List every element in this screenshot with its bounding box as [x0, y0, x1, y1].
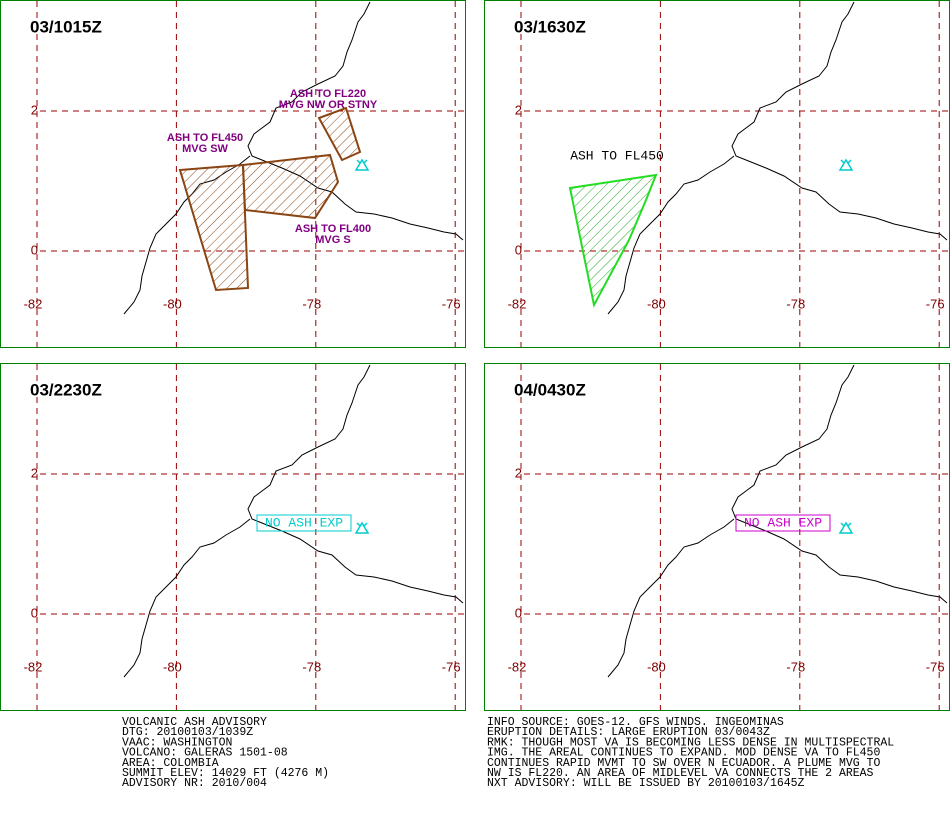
advisory-line: NXT ADVISORY: WILL BE ISSUED BY 20100103…: [487, 777, 805, 790]
lon-label: -78: [302, 659, 321, 674]
ash-label: NO ASH EXP: [744, 515, 822, 530]
lon-label: -76: [926, 659, 945, 674]
map-panel: -82 -80 -78 -76 2 0 03/1630Z ASH TO FL450: [484, 0, 950, 348]
lon-label: -76: [442, 659, 461, 674]
advisory-line: INFO SOURCE: GOES-12. GFS WINDS. INGEOMI…: [487, 716, 784, 729]
panel-border: [0, 0, 466, 348]
ash-area: [317, 106, 362, 162]
lon-label: -80: [163, 659, 182, 674]
map-panel: -82 -80 -78 -76 2 0 04/0430Z NO ASH EXP: [484, 363, 950, 711]
coastline: [123, 364, 464, 678]
lat-label: 2: [31, 465, 38, 480]
panel-border: [484, 363, 950, 711]
lon-label: -80: [163, 296, 182, 311]
map-panel: -82 -80 -78 -76 2 0 03/2230Z NO ASH EXP: [0, 363, 466, 711]
panel-time: 03/1630Z: [514, 17, 586, 36]
ash-label: NO ASH EXP: [265, 515, 343, 530]
lon-label: -82: [508, 659, 527, 674]
advisory-line: VOLCANO: GALERAS 1501-08: [122, 747, 288, 760]
panel-border: [484, 0, 950, 348]
advisory-line: AREA: COLOMBIA: [122, 757, 219, 770]
advisory-line: DTG: 20100103/1039Z: [122, 726, 253, 739]
volcano-symbol: [838, 521, 854, 534]
lat-label: 0: [31, 605, 38, 620]
lat-label: 2: [31, 102, 38, 117]
lon-label: -80: [647, 296, 666, 311]
advisory-line: ERUPTION DETAILS: LARGE ERUPTION 03/0043…: [487, 726, 770, 739]
advisory-line: ADVISORY NR: 2010/004: [122, 777, 267, 790]
advisory-line: IMG. THE AREAL CONTINUES TO EXPAND. MOD …: [487, 747, 880, 760]
ash-area: [568, 173, 658, 308]
lon-label: -82: [24, 296, 43, 311]
lon-label: -78: [786, 659, 805, 674]
ash-label: MVG S: [315, 234, 350, 246]
volcano-symbol: [354, 521, 370, 534]
coastline: [607, 1, 948, 315]
lon-label: -82: [24, 659, 43, 674]
lon-label: -78: [302, 296, 321, 311]
advisory-line: SUMMIT ELEV: 14029 FT (4276 M): [122, 767, 329, 780]
ash-label: ASH TO FL450: [167, 132, 243, 144]
lon-label: -80: [647, 659, 666, 674]
advisory-line: NW IS FL220. AN AREA OF MIDLEVEL VA CONN…: [487, 767, 874, 780]
ash-label: MVG SW: [182, 143, 228, 155]
panel-time: 04/0430Z: [514, 380, 586, 399]
ash-label: ASH TO FL450: [570, 148, 664, 163]
lon-label: -78: [786, 296, 805, 311]
volcano-symbol: [838, 158, 854, 171]
ash-area: [178, 163, 250, 292]
coastline: [123, 1, 464, 315]
lon-label: -82: [508, 296, 527, 311]
advisory-line: VAAC: WASHINGTON: [122, 736, 232, 749]
lon-label: -76: [442, 296, 461, 311]
panel-border: [0, 363, 466, 711]
lat-label: 0: [31, 242, 38, 257]
panel-time: 03/1015Z: [30, 17, 102, 36]
ash-area: [241, 153, 340, 220]
label-box: [735, 514, 831, 532]
lon-label: -76: [926, 296, 945, 311]
ash-label: ASH TO FL220: [290, 88, 366, 100]
label-box: [256, 514, 352, 532]
advisory-line: CONTINUES RAPID MVMT TO SW OVER N ECUADO…: [487, 757, 880, 770]
lat-label: 0: [515, 605, 522, 620]
volcano-symbol: [354, 158, 370, 171]
lat-label: 0: [515, 242, 522, 257]
lat-label: 2: [515, 465, 522, 480]
coastline: [607, 364, 948, 678]
advisory-line: VOLCANIC ASH ADVISORY: [122, 716, 267, 729]
ash-label: ASH TO FL400: [295, 223, 371, 235]
advisory-line: RMK: THOUGH MOST VA IS BECOMING LESS DEN…: [487, 736, 894, 749]
panel-time: 03/2230Z: [30, 380, 102, 399]
lat-label: 2: [515, 102, 522, 117]
ash-label: MVG NW OR STNY: [279, 99, 378, 111]
